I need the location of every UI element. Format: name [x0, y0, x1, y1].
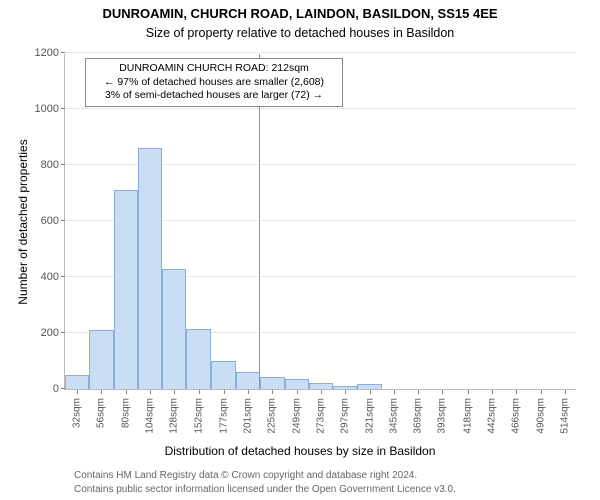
- x-tick-mark: [418, 390, 419, 394]
- annotation-line: ← 97% of detached houses are smaller (2,…: [92, 76, 336, 90]
- annotation-box: DUNROAMIN CHURCH ROAD: 212sqm← 97% of de…: [85, 58, 343, 107]
- histogram-bar: [309, 383, 333, 389]
- y-tick-label: 800: [41, 159, 65, 171]
- x-tick-mark: [516, 390, 517, 394]
- x-tick-mark: [126, 390, 127, 394]
- y-tick-label: 1200: [35, 47, 65, 59]
- histogram-bar: [211, 361, 236, 389]
- y-tick-label: 600: [41, 215, 65, 227]
- x-tick-mark: [297, 390, 298, 394]
- x-axis-label: Distribution of detached houses by size …: [0, 444, 600, 458]
- annotation-line: 3% of semi-detached houses are larger (7…: [92, 89, 336, 103]
- y-tick-label: 200: [41, 327, 65, 339]
- x-tick-mark: [150, 390, 151, 394]
- histogram-bar: [260, 377, 284, 389]
- x-tick-mark: [101, 390, 102, 394]
- y-tick-mark: [61, 276, 65, 277]
- x-tick-label: 104sqm: [144, 396, 155, 434]
- annotation-line: DUNROAMIN CHURCH ROAD: 212sqm: [92, 62, 336, 76]
- x-tick-mark: [442, 390, 443, 394]
- x-tick-label: 128sqm: [169, 396, 180, 434]
- x-tick-label: 418sqm: [462, 396, 473, 434]
- histogram-bar: [285, 379, 309, 389]
- histogram-bar: [138, 148, 162, 389]
- x-tick-mark: [199, 390, 200, 394]
- y-tick-mark: [61, 164, 65, 165]
- x-tick-label: 273sqm: [316, 396, 327, 434]
- x-tick-mark: [224, 390, 225, 394]
- x-tick-mark: [492, 390, 493, 394]
- chart-container: { "layout": { "plot": { "left": 64, "top…: [0, 0, 600, 500]
- gridline: [65, 52, 576, 53]
- x-tick-label: 490sqm: [535, 396, 546, 434]
- x-tick-label: 466sqm: [511, 396, 522, 434]
- x-tick-mark: [345, 390, 346, 394]
- x-tick-mark: [77, 390, 78, 394]
- y-tick-mark: [61, 220, 65, 221]
- gridline: [65, 108, 576, 109]
- x-tick-label: 201sqm: [243, 396, 254, 434]
- x-tick-label: 249sqm: [291, 396, 302, 434]
- x-tick-mark: [370, 390, 371, 394]
- x-tick-label: 345sqm: [388, 396, 399, 434]
- x-tick-label: 321sqm: [364, 396, 375, 434]
- page-title: DUNROAMIN, CHURCH ROAD, LAINDON, BASILDO…: [0, 6, 600, 21]
- footer-line-1: Contains HM Land Registry data © Crown c…: [74, 470, 417, 481]
- x-tick-label: 442sqm: [487, 396, 498, 434]
- x-tick-label: 369sqm: [413, 396, 424, 434]
- x-tick-label: 393sqm: [437, 396, 448, 434]
- x-tick-mark: [321, 390, 322, 394]
- y-tick-label: 1000: [35, 103, 65, 115]
- y-tick-mark: [61, 108, 65, 109]
- x-tick-mark: [565, 390, 566, 394]
- page-subtitle: Size of property relative to detached ho…: [0, 26, 600, 40]
- histogram-bar: [236, 372, 260, 389]
- x-tick-mark: [174, 390, 175, 394]
- y-tick-mark: [61, 52, 65, 53]
- x-tick-label: 80sqm: [120, 396, 131, 428]
- y-axis-label: Number of detached properties: [16, 54, 30, 390]
- x-tick-label: 225sqm: [267, 396, 278, 434]
- x-tick-mark: [541, 390, 542, 394]
- histogram-bar: [186, 329, 210, 389]
- x-tick-mark: [272, 390, 273, 394]
- histogram-bar: [333, 386, 357, 389]
- x-tick-mark: [394, 390, 395, 394]
- histogram-bar: [89, 330, 113, 389]
- histogram-bar: [162, 269, 186, 389]
- x-tick-label: 297sqm: [340, 396, 351, 434]
- histogram-bar: [65, 375, 89, 389]
- histogram-bar: [114, 190, 138, 389]
- histogram-bar: [357, 384, 381, 389]
- y-tick-label: 0: [53, 383, 65, 395]
- y-tick-mark: [61, 332, 65, 333]
- x-tick-mark: [248, 390, 249, 394]
- x-tick-label: 32sqm: [72, 396, 83, 428]
- x-tick-label: 152sqm: [193, 396, 204, 434]
- x-tick-mark: [468, 390, 469, 394]
- x-tick-label: 56sqm: [96, 396, 107, 428]
- footer-line-2: Contains public sector information licen…: [74, 484, 456, 495]
- x-tick-label: 177sqm: [218, 396, 229, 434]
- y-tick-label: 400: [41, 271, 65, 283]
- x-tick-label: 514sqm: [559, 396, 570, 434]
